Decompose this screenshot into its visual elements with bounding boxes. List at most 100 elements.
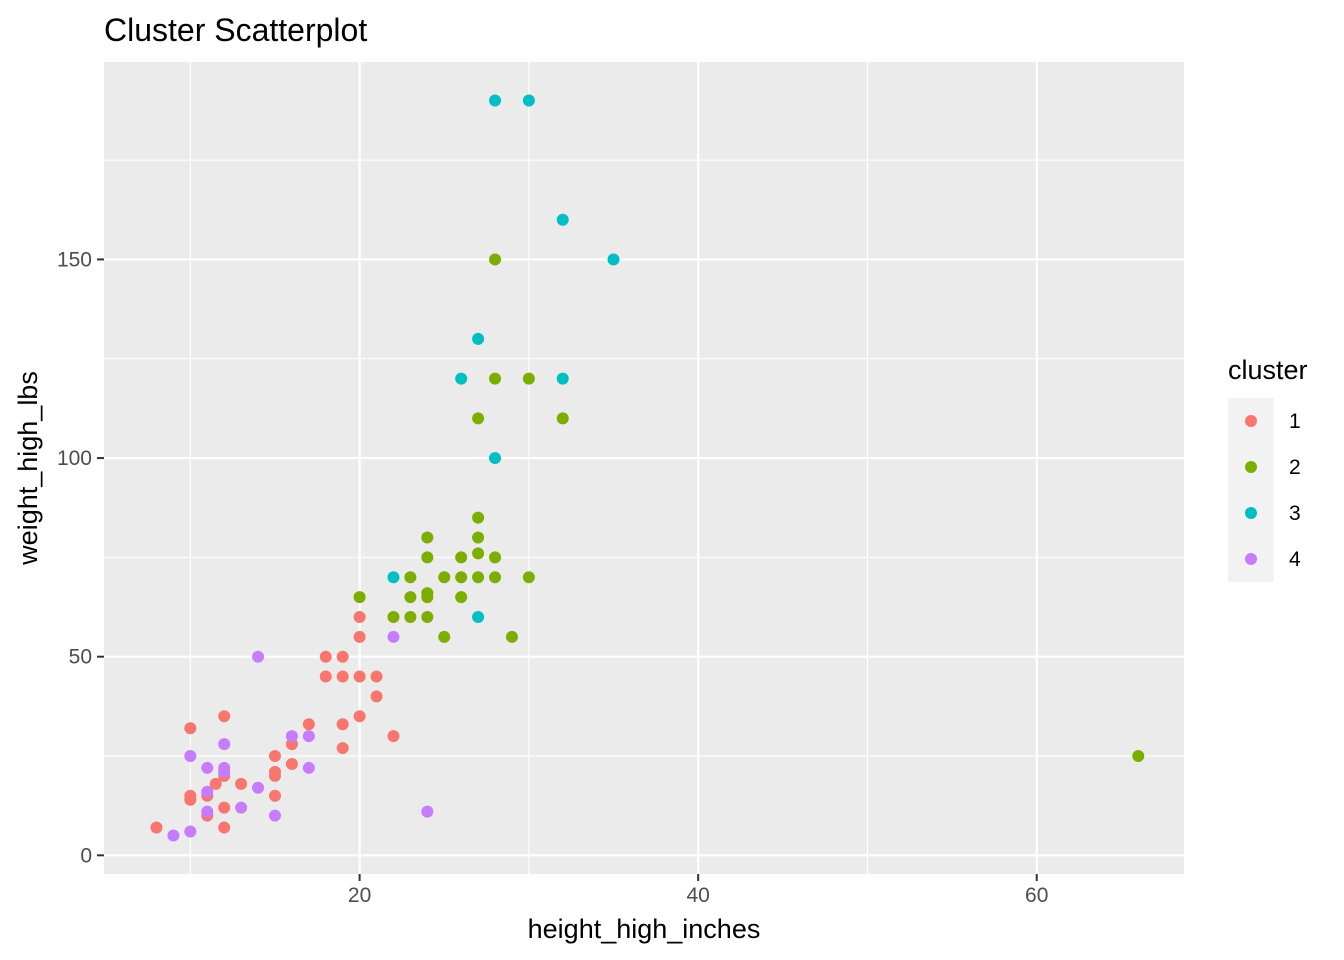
y-tick-label: 100: [57, 447, 92, 470]
data-point-cluster-4: [387, 630, 400, 643]
data-point-cluster-3: [607, 253, 620, 266]
data-point-cluster-4: [201, 761, 214, 774]
legend-key-1: [1245, 415, 1257, 427]
data-point-cluster-2: [455, 591, 468, 604]
data-point-cluster-4: [201, 785, 214, 798]
data-point-cluster-2: [505, 630, 518, 643]
data-point-cluster-1: [353, 670, 366, 683]
data-point-cluster-2: [353, 591, 366, 604]
legend-key-background: [1228, 398, 1274, 582]
data-point-cluster-1: [150, 821, 163, 834]
data-point-cluster-1: [209, 777, 222, 790]
data-point-cluster-4: [302, 730, 315, 743]
data-point-cluster-2: [472, 547, 485, 560]
axes: 20 40 60 0 50 100 150: [57, 248, 1048, 907]
data-point-cluster-2: [522, 372, 535, 385]
data-point-cluster-1: [336, 718, 349, 731]
data-point-cluster-2: [421, 551, 434, 564]
data-point-cluster-1: [319, 670, 332, 683]
data-point-cluster-4: [184, 750, 197, 763]
data-point-cluster-1: [285, 757, 298, 770]
data-point-cluster-3: [489, 452, 502, 465]
data-point-cluster-2: [472, 412, 485, 425]
data-point-cluster-3: [556, 372, 569, 385]
data-point-cluster-2: [472, 531, 485, 544]
data-point-cluster-2: [421, 591, 434, 604]
data-point-cluster-1: [353, 630, 366, 643]
data-point-cluster-1: [268, 750, 281, 763]
legend-title: cluster: [1228, 355, 1308, 385]
legend-label: 2: [1289, 456, 1301, 479]
data-point-cluster-2: [556, 412, 569, 425]
data-point-cluster-1: [319, 650, 332, 663]
chart-title: Cluster Scatterplot: [104, 12, 367, 48]
legend-key-3: [1245, 507, 1257, 519]
legend-label: 1: [1289, 410, 1301, 433]
data-point-cluster-3: [556, 213, 569, 226]
data-point-cluster-1: [302, 718, 315, 731]
data-point-cluster-2: [489, 372, 502, 385]
data-point-cluster-1: [336, 742, 349, 755]
data-point-cluster-1: [218, 710, 231, 723]
data-point-cluster-1: [218, 801, 231, 814]
data-point-cluster-2: [438, 571, 451, 584]
data-point-cluster-3: [472, 610, 485, 623]
data-point-cluster-2: [455, 551, 468, 564]
data-point-cluster-2: [455, 571, 468, 584]
data-point-cluster-2: [472, 571, 485, 584]
data-point-cluster-1: [184, 722, 197, 735]
data-point-cluster-1: [370, 690, 383, 703]
data-point-cluster-4: [285, 730, 298, 743]
data-point-cluster-2: [472, 511, 485, 524]
data-point-cluster-1: [268, 769, 281, 782]
x-axis-title: height_high_inches: [528, 914, 761, 944]
plot-panel: [104, 62, 1184, 874]
data-point-cluster-2: [489, 253, 502, 266]
data-point-cluster-1: [336, 650, 349, 663]
data-point-cluster-2: [421, 610, 434, 623]
y-axis-title: weight_high_lbs: [13, 371, 43, 566]
data-point-cluster-3: [522, 94, 535, 107]
data-point-cluster-2: [489, 571, 502, 584]
legend-label: 3: [1289, 502, 1301, 525]
data-point-cluster-2: [404, 591, 417, 604]
data-point-cluster-1: [387, 730, 400, 743]
data-point-cluster-4: [218, 765, 231, 778]
data-point-cluster-1: [336, 670, 349, 683]
legend-items: 1 2 3 4: [1228, 398, 1301, 582]
data-point-cluster-3: [472, 332, 485, 345]
grid-lines: [104, 62, 1184, 874]
data-points: [150, 94, 1145, 842]
data-point-cluster-4: [252, 781, 265, 794]
data-point-cluster-1: [218, 821, 231, 834]
data-point-cluster-4: [167, 829, 180, 842]
data-point-cluster-1: [268, 789, 281, 802]
data-point-cluster-4: [218, 738, 231, 751]
data-point-cluster-3: [489, 94, 502, 107]
y-tick-label: 0: [80, 844, 92, 867]
legend-label: 4: [1289, 548, 1301, 571]
data-point-cluster-4: [302, 761, 315, 774]
data-point-cluster-2: [387, 610, 400, 623]
x-tick-label: 40: [686, 884, 709, 907]
data-point-cluster-3: [455, 372, 468, 385]
data-point-cluster-4: [421, 805, 434, 818]
y-tick-label: 50: [69, 646, 92, 669]
x-tick-label: 60: [1025, 884, 1048, 907]
data-point-cluster-4: [268, 809, 281, 822]
data-point-cluster-1: [235, 777, 248, 790]
data-point-cluster-4: [201, 805, 214, 818]
legend-key-2: [1245, 461, 1257, 473]
data-point-cluster-2: [489, 551, 502, 564]
x-tick-label: 20: [348, 884, 371, 907]
data-point-cluster-1: [353, 710, 366, 723]
data-point-cluster-2: [522, 571, 535, 584]
data-point-cluster-1: [370, 670, 383, 683]
y-tick-label: 150: [57, 248, 92, 271]
data-point-cluster-1: [353, 610, 366, 623]
data-point-cluster-3: [387, 571, 400, 584]
data-point-cluster-4: [184, 825, 197, 838]
data-point-cluster-4: [252, 650, 265, 663]
